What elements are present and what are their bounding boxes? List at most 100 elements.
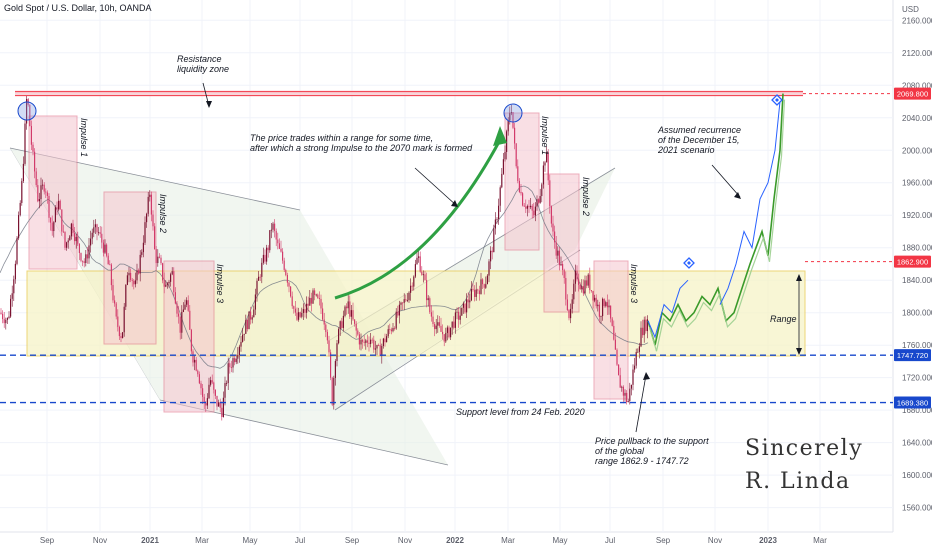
price-tag	[894, 396, 931, 409]
candle-body	[232, 358, 234, 368]
impulse-arrow-head	[493, 126, 507, 146]
impulse-note-pointer	[414, 167, 458, 207]
candle-body	[630, 384, 632, 389]
impulse-box-4[interactable]	[504, 112, 540, 251]
candle-body	[432, 316, 434, 325]
candle-body	[104, 244, 106, 253]
price-tag	[894, 255, 931, 268]
candle-body	[419, 256, 421, 272]
candle-body	[541, 184, 543, 197]
candle-body	[379, 345, 381, 356]
candle-body	[474, 289, 476, 297]
note-range: Range	[770, 314, 797, 324]
candle-body	[141, 252, 143, 255]
candle-body	[155, 249, 157, 264]
candle-body	[326, 332, 328, 341]
candle-body	[485, 284, 487, 288]
high-marker-circle-2[interactable]	[503, 103, 523, 123]
candle-body	[258, 276, 260, 281]
candle-body	[330, 352, 332, 378]
candle-body	[621, 386, 623, 388]
candle-body	[248, 311, 250, 330]
y-tick-label: 1840.000	[902, 276, 932, 285]
candle-body	[395, 311, 397, 329]
candle-body	[251, 317, 253, 320]
candle-body	[306, 303, 308, 313]
projection-blue-path	[719, 101, 781, 305]
candle-body	[341, 321, 343, 328]
candle-body	[602, 298, 604, 317]
high-marker-circle-1[interactable]	[17, 101, 37, 121]
range-box[interactable]	[26, 270, 806, 357]
candle-body	[157, 256, 159, 264]
price-axis[interactable]: 1560.000 1600.000 1640.000 1680.000 1720.000…	[902, 16, 932, 512]
candle-body	[64, 231, 66, 248]
candle-body	[349, 301, 351, 317]
candle-body	[394, 327, 396, 329]
y-tick-label: 1640.000	[902, 439, 932, 448]
candle-body	[520, 191, 522, 194]
candle-body	[189, 310, 191, 330]
candle-body	[370, 339, 372, 344]
candle-body	[107, 255, 109, 265]
candle-body	[179, 316, 181, 333]
candle-body	[298, 312, 300, 320]
candle-body	[594, 297, 596, 301]
candle-body	[360, 339, 362, 345]
candle-body	[565, 277, 567, 300]
candle-body	[163, 280, 165, 287]
candle-body	[587, 274, 589, 286]
candle-body	[472, 288, 474, 290]
candle-body	[635, 352, 637, 366]
candle-body	[45, 191, 47, 193]
resistance-zone[interactable]	[15, 90, 803, 96]
candle-body	[211, 380, 213, 383]
candle-body	[450, 327, 452, 338]
x-tick-label: 2023	[759, 536, 777, 545]
candle-body	[226, 382, 228, 384]
candle-body	[40, 185, 42, 200]
candle-body	[302, 309, 304, 313]
candle-body	[590, 290, 592, 292]
candle-body	[482, 279, 484, 285]
candle-body	[518, 180, 520, 192]
impulse-label-6: Impulse 3	[629, 264, 639, 303]
candle-body	[634, 365, 636, 370]
candle-body	[574, 270, 576, 284]
target-icon-2[interactable]	[683, 257, 695, 269]
x-tick-label: Jul	[295, 536, 305, 545]
candle-body	[34, 151, 36, 172]
candle-body	[283, 260, 285, 270]
candle-body	[640, 327, 642, 347]
candle-body	[38, 199, 40, 202]
time-axis[interactable]: Sep Nov 2021 Mar May Jul Sep Nov 2022 Mar May Jul Se…	[40, 536, 827, 545]
candle-body	[216, 395, 218, 407]
candle-body	[422, 274, 424, 276]
candle-body	[525, 206, 527, 209]
candle-body	[435, 325, 437, 330]
target-icon-1[interactable]	[771, 94, 783, 106]
note-recurrence: Assumed recurrence of the December 15, 202…	[657, 125, 741, 155]
price-tags: 2069.800 1862.900 1747.720 1689.380	[894, 87, 931, 409]
candle-body	[477, 289, 479, 291]
candle-body	[558, 250, 560, 266]
impulse-box-6[interactable]	[593, 260, 629, 400]
candle-body	[466, 299, 468, 313]
candle-body	[517, 166, 519, 181]
impulse-label-1: Impulse 1	[79, 118, 89, 157]
candle-body	[198, 374, 200, 384]
candle-body	[30, 125, 32, 145]
impulse-box-1[interactable]	[28, 115, 78, 270]
impulse-box-2[interactable]	[103, 191, 157, 345]
candle-body	[275, 230, 277, 240]
candle-body	[14, 263, 16, 280]
range-bracket-bottom	[796, 348, 802, 355]
candle-body	[430, 312, 432, 317]
candle-body	[346, 306, 348, 309]
candle-body	[642, 327, 644, 336]
y-tick-label: 1880.000	[902, 244, 932, 253]
candle-body	[453, 321, 455, 328]
candle-body	[195, 359, 197, 371]
